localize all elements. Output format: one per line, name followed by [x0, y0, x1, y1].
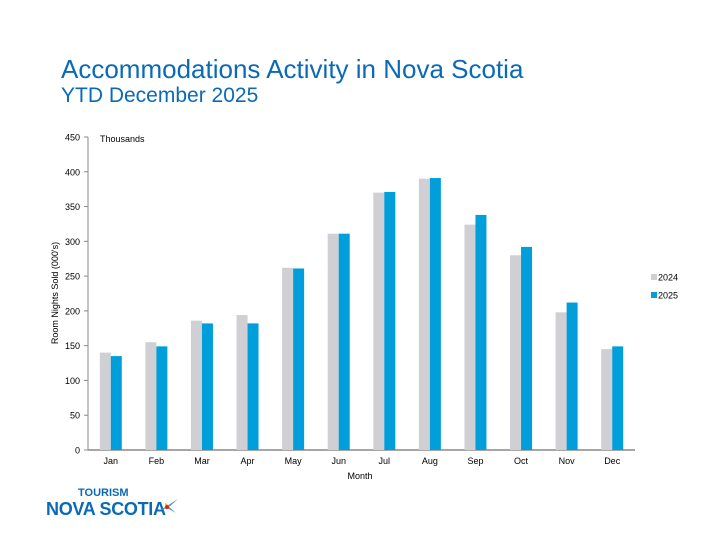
- x-tick-label: Jun: [331, 456, 346, 466]
- y-tick-label: 450: [65, 133, 80, 143]
- y-tick-label: 50: [70, 411, 80, 421]
- x-tick-label: Dec: [604, 456, 621, 466]
- x-tick-label: Aug: [422, 456, 438, 466]
- legend-label: 2024: [658, 273, 678, 283]
- y-tick-label: 400: [65, 167, 80, 177]
- y-tick-label: 100: [65, 376, 80, 386]
- bar-2024-May: [282, 267, 294, 450]
- bar-2024-Aug: [418, 178, 430, 450]
- y-tick-label: 350: [65, 202, 80, 212]
- logo-line1: TOURISM: [78, 487, 129, 499]
- bar-2024-Apr: [236, 315, 248, 450]
- bar-2025-Nov: [566, 302, 578, 450]
- legend-swatch: [651, 292, 657, 298]
- bar-2024-Oct: [510, 255, 522, 450]
- bar-2025-Aug: [429, 178, 441, 450]
- y-tick-label: 250: [65, 272, 80, 282]
- bar-2024-Mar: [190, 320, 202, 450]
- bar-2024-Sep: [464, 224, 476, 450]
- x-tick-label: Jul: [379, 456, 391, 466]
- page-subtitle: YTD December 2025: [61, 84, 259, 107]
- x-axis-label: Month: [347, 471, 372, 481]
- x-tick-label: Jan: [104, 456, 119, 466]
- legend-label: 2025: [658, 291, 678, 301]
- bar-2024-Jan: [99, 352, 111, 450]
- bar-2025-May: [293, 268, 305, 450]
- x-tick-label: Sep: [467, 456, 483, 466]
- bar-2025-Jan: [110, 356, 122, 450]
- x-tick-label: Apr: [241, 456, 255, 466]
- bar-2024-Dec: [601, 349, 613, 450]
- x-tick-label: Oct: [514, 456, 529, 466]
- bar-2025-Apr: [247, 323, 259, 450]
- bar-2025-Dec: [612, 346, 624, 450]
- units-label: Thousands: [100, 134, 145, 144]
- bar-2025-Mar: [201, 323, 213, 450]
- bar-2024-Feb: [145, 342, 157, 450]
- y-tick-label: 0: [75, 446, 80, 456]
- bar-2025-Jun: [338, 233, 350, 450]
- x-tick-label: Feb: [149, 456, 165, 466]
- bar-2024-Jul: [373, 192, 385, 450]
- x-tick-label: Mar: [194, 456, 210, 466]
- y-tick-label: 150: [65, 341, 80, 351]
- y-tick-label: 200: [65, 306, 80, 316]
- compass-star-icon: [158, 499, 178, 513]
- y-axis-label: Room Nights Sold (000's): [50, 242, 60, 344]
- bar-2024-Jun: [327, 233, 339, 450]
- logo-line2: NOVA SCOTIA: [46, 499, 166, 519]
- bar-2025-Sep: [475, 214, 487, 450]
- bar-2024-Nov: [555, 312, 567, 450]
- y-tick-label: 300: [65, 237, 80, 247]
- x-tick-label: Nov: [559, 456, 576, 466]
- bar-2025-Jul: [384, 191, 396, 450]
- page-title: Accommodations Activity in Nova Scotia: [61, 54, 524, 84]
- bar-2025-Feb: [156, 346, 168, 450]
- bar-2025-Oct: [521, 246, 533, 450]
- x-tick-label: May: [285, 456, 303, 466]
- legend-swatch: [651, 274, 657, 280]
